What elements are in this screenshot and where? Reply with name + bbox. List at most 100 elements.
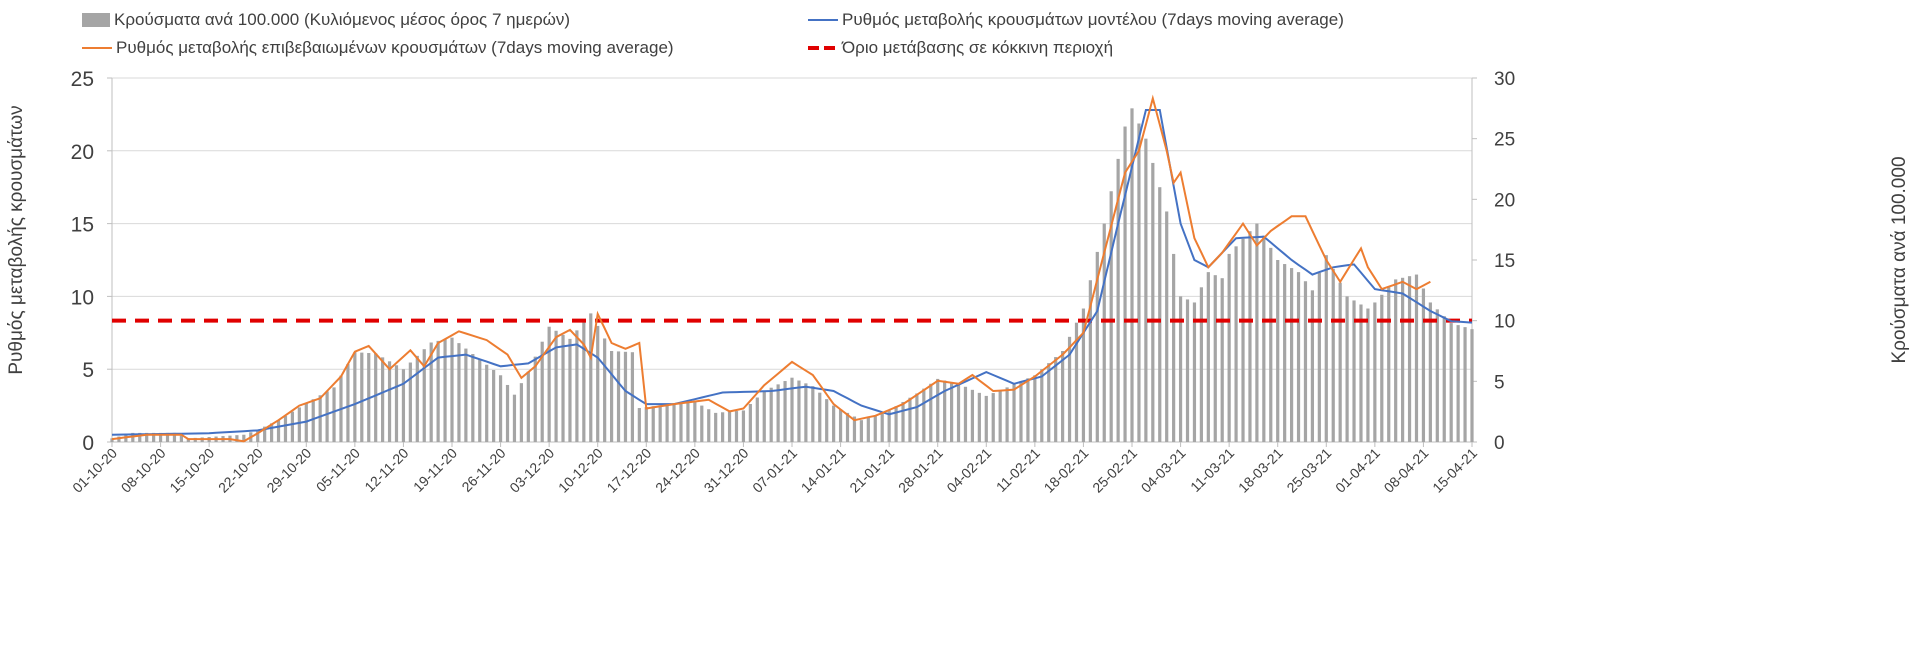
legend-label: Κρούσματα ανά 100.000 (Κυλιόμενος μέσος … (114, 10, 571, 29)
bar (686, 402, 690, 442)
bar (1158, 187, 1162, 442)
bar (186, 438, 190, 442)
bar (1435, 309, 1439, 442)
bar (1019, 381, 1023, 442)
bar (512, 394, 517, 442)
bar (838, 409, 843, 442)
bar (762, 391, 766, 442)
bar (165, 432, 170, 442)
bar (783, 381, 787, 442)
bar (1428, 302, 1432, 442)
bar (575, 330, 579, 442)
bar (901, 401, 905, 442)
bar (741, 410, 746, 442)
x-tick-label: 11-02-21 (993, 445, 1043, 495)
bar (832, 405, 836, 442)
bar (1289, 268, 1294, 442)
bar (1206, 272, 1210, 442)
bar (478, 359, 482, 442)
x-tick-label: 05-11-20 (313, 445, 363, 495)
bar (1061, 351, 1065, 442)
bar (422, 349, 426, 442)
bar (1137, 123, 1141, 442)
bar (679, 403, 683, 442)
bar (1241, 238, 1245, 442)
bar (526, 371, 530, 442)
x-tick-label: 01-10-20 (69, 445, 120, 496)
bar (1463, 327, 1467, 442)
confirmed-line (111, 94, 1431, 443)
bar (1040, 369, 1044, 442)
bar (984, 395, 988, 442)
legend-swatch-bar (82, 13, 110, 27)
bar (1283, 264, 1287, 442)
x-tick-label: 04-03-21 (1138, 445, 1189, 496)
bar (533, 356, 537, 442)
bar (693, 401, 697, 442)
bar (1380, 294, 1384, 442)
bar (818, 392, 822, 442)
bar (922, 388, 926, 442)
bar (1234, 246, 1238, 442)
x-tick-label: 14-01-21 (798, 445, 849, 496)
bar (866, 417, 870, 442)
bar (1296, 272, 1301, 442)
x-tick-label: 24-12-20 (652, 445, 703, 496)
legend-item-threshold: Όριο μετάβασης σε κόκκινη περιοχή (808, 38, 1113, 58)
bar (943, 380, 947, 442)
bar (769, 387, 773, 442)
bar (929, 383, 933, 442)
bar (554, 330, 558, 442)
bar (561, 334, 565, 442)
bar (269, 423, 274, 442)
bar (415, 355, 419, 442)
legend-label: Όριο μετάβασης σε κόκκινη περιοχή (842, 38, 1114, 57)
bar (936, 378, 940, 442)
bar (748, 403, 752, 442)
bar (256, 429, 260, 442)
legend-swatch-line (808, 19, 838, 21)
bar (172, 432, 177, 442)
bar (727, 411, 732, 442)
bar (1449, 323, 1453, 442)
y-tick-left: 10 (71, 286, 94, 309)
bar (519, 383, 523, 442)
bar (700, 405, 704, 442)
bar (179, 435, 183, 442)
bar (1185, 299, 1190, 442)
bar (235, 435, 239, 442)
legend-item-cases: Κρούσματα ανά 100.000 (Κυλιόμενος μέσος … (82, 10, 570, 30)
legend-item-model: Ρυθμός μεταβολής κρουσμάτων μοντέλου (7d… (808, 10, 1344, 30)
bar (332, 387, 336, 442)
bar (242, 434, 246, 442)
bar (1394, 279, 1398, 442)
bar (1387, 287, 1391, 442)
bar (401, 369, 406, 442)
bar (1109, 191, 1113, 442)
x-tick-label: 25-03-21 (1283, 445, 1334, 496)
bar (644, 407, 648, 442)
y-tick-right: 0 (1494, 433, 1505, 454)
bar (124, 434, 128, 442)
bar (1414, 274, 1419, 442)
bar (1178, 296, 1183, 442)
bar (311, 399, 315, 442)
bar (1269, 247, 1273, 442)
y-tick-right: 15 (1494, 251, 1515, 272)
bar (1442, 316, 1446, 442)
x-tick-label: 01-04-21 (1332, 445, 1383, 496)
bar (658, 405, 662, 442)
bar (152, 432, 156, 442)
bar (1220, 278, 1224, 442)
x-tick-label: 15-04-21 (1429, 445, 1480, 496)
bar (1470, 329, 1474, 442)
bar (145, 432, 149, 442)
x-tick-label: 15-10-20 (166, 445, 217, 496)
legend-swatch-line (82, 47, 112, 49)
bar (596, 325, 600, 442)
bar (492, 370, 496, 442)
x-tick-label: 03-12-20 (506, 445, 557, 496)
bar (1054, 357, 1058, 442)
bar (429, 342, 433, 442)
